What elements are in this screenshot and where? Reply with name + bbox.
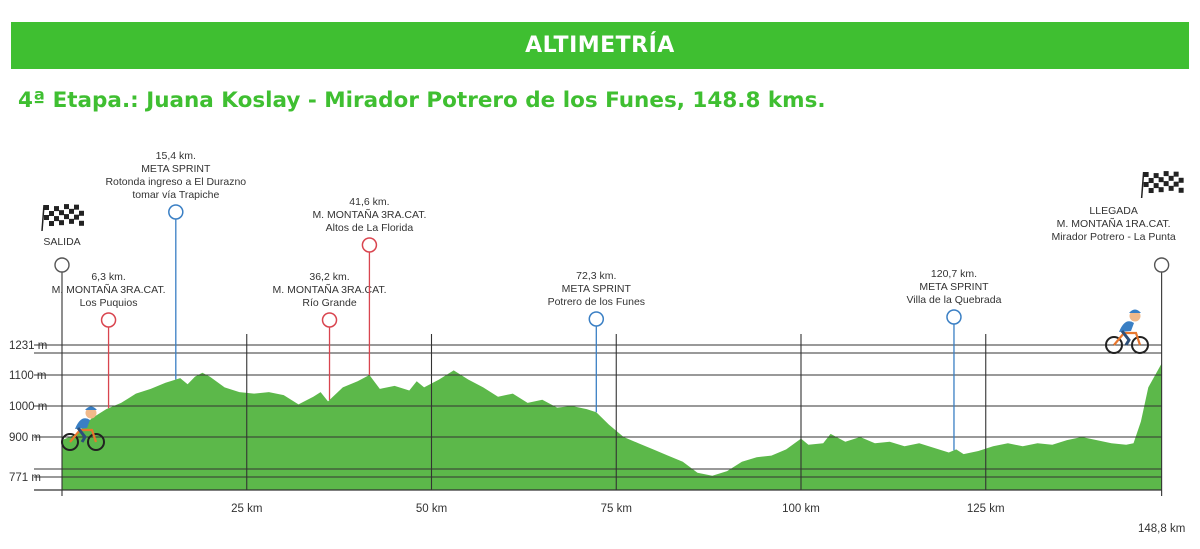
mountain-marker [100,312,117,328]
annotation-text: Villa de la Quebrada [906,294,1001,306]
flag-pole [41,204,45,232]
mountain-marker [361,237,378,253]
annotation-text: 72,3 km. [576,270,616,282]
flag-square [79,210,84,216]
flag-square [1143,172,1149,177]
flag-square [1168,185,1174,191]
annotation-text: 6,3 km. [91,271,125,283]
y-tick-label: 900 m [9,432,41,444]
annotation-text: 120,7 km. [931,268,977,280]
wheel-back [61,433,79,451]
checkered-flag-icon [41,204,84,232]
y-tick-label: 1000 m [9,401,47,413]
flag-square [79,220,84,226]
annotation-text: M. MONTAÑA 1RA.CAT. [1057,217,1171,230]
flag-square [1153,183,1159,189]
terrain-area [62,363,1162,490]
annotation-text: META SPRINT [562,283,632,295]
x-tick-label: 148,8 km [1138,523,1185,535]
y-tick-label: 1231 m [9,340,47,352]
sprint-marker [588,311,605,327]
flag-square [1163,171,1169,177]
start-marker [54,257,70,273]
flag-square [74,214,79,220]
banner-title: ALTIMETRÍA [525,33,675,58]
wheel-front [87,433,105,451]
flag-square [1173,181,1179,187]
flag-pole [1140,171,1145,199]
flag-square [69,218,74,224]
stage-title: 4ª Etapa.: Juana Koslay - Mirador Potrer… [18,88,826,113]
annotation-text: Potrero de los Funes [548,296,645,308]
rider-body [75,418,90,429]
cyclist-icon [61,406,105,451]
y-tick-label: 1100 m [9,370,47,382]
annotation-text: SALIDA [43,236,80,248]
flag-square [54,206,59,212]
flag-square [1158,177,1164,183]
flag-square [1143,182,1149,187]
annotation-text: META SPRINT [141,163,211,175]
mountain-marker [321,312,338,328]
rider-helmet [85,406,97,410]
finish-marker [1153,257,1170,273]
flag-square [49,211,54,217]
flag-square [1148,178,1154,184]
rider-head [85,407,97,419]
sprint-marker [168,204,184,220]
flag-square [1148,188,1154,194]
annotation-text: M. MONTAÑA 3RA.CAT. [52,283,166,296]
y-tick-label: 771 m [9,472,41,484]
x-tick-label: 50 km [416,503,447,515]
annotation-text: LLEGADA [1089,205,1137,217]
x-tick-label: 25 km [231,503,262,515]
cyclist-icon [1105,309,1149,354]
flag-square [1163,181,1169,187]
x-tick-label: 100 km [782,503,820,515]
wheel-front [1131,336,1149,354]
flag-square [1178,177,1184,183]
annotation-text: Río Grande [302,297,356,309]
x-tick-label: 75 km [601,503,632,515]
flag-square [1168,175,1174,181]
annotation-text: Los Puquios [80,297,138,309]
flag-square [74,204,79,210]
rider-helmet [1129,309,1141,313]
rider-leg [1120,330,1131,346]
flag-square [59,220,64,226]
title-banner: ALTIMETRÍA [11,22,1189,69]
flag-square [69,208,74,214]
flag-square [44,215,49,220]
flag-square [44,205,49,210]
flag-square [64,204,69,210]
annotation-text: tomar vía Trapiche [132,189,219,201]
annotation-text: 36,2 km. [309,271,349,283]
rider-leg [76,427,87,443]
annotation-text: META SPRINT [919,281,989,293]
annotation-text: Altos de La Florida [326,222,414,234]
bike-frame [69,428,98,443]
x-tick-label: 125 km [967,503,1005,515]
wheel-back [1105,336,1123,354]
checkered-flag-icon [1140,171,1184,199]
rider-head [1129,310,1141,322]
sprint-marker [946,309,962,325]
flag-square [1173,171,1179,177]
annotation-text: Mirador Potrero - La Punta [1051,231,1175,243]
rider-body [1119,321,1134,332]
annotation-text: 41,6 km. [349,196,389,208]
flag-square [1153,173,1159,179]
annotation-text: M. MONTAÑA 3RA.CAT. [273,283,387,296]
flag-square [54,216,59,222]
annotation-text: 15,4 km. [156,150,196,162]
flag-square [59,210,64,216]
annotation-text: Rotonda ingreso a El Durazno [105,176,246,188]
flag-square [1158,187,1164,193]
flag-square [1178,187,1184,193]
annotation-text: M. MONTAÑA 3RA.CAT. [312,208,426,221]
flag-square [64,214,69,220]
flag-square [49,221,54,227]
bike-frame [1113,331,1142,346]
